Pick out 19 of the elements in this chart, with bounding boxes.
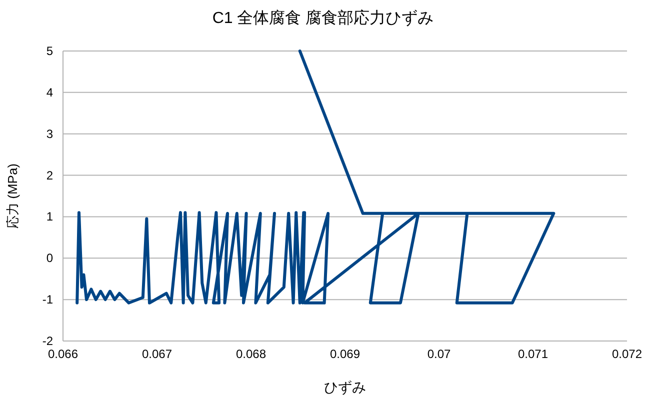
y-tick-label: 5: [46, 44, 54, 58]
x-tick-label: 0.07: [427, 347, 451, 361]
x-tick-label: 0.069: [330, 347, 360, 361]
y-tick-label: 2: [46, 168, 54, 182]
x-tick-label: 0.072: [612, 347, 642, 361]
chart-title: C1 全体腐食 腐食部応力ひずみ: [212, 9, 434, 27]
y-tick-label: 0: [46, 251, 54, 266]
x-tick-label: 0.067: [142, 347, 172, 361]
line-series: [76, 50, 556, 304]
x-tick-label: 0.066: [48, 347, 78, 361]
y-tick-label: 3: [46, 126, 54, 141]
y-tick-label: -2: [42, 334, 54, 348]
y-tick-label: 1: [46, 210, 54, 224]
x-tick-label: 0.071: [518, 347, 548, 361]
y-tick-label: 4: [46, 85, 54, 100]
x-tick-label: 0.068: [236, 347, 266, 361]
y-tick-label: -1: [42, 292, 54, 307]
y-axis-title: 応力 (MPa): [5, 164, 20, 228]
x-axis-title: ひずみ: [324, 379, 366, 395]
